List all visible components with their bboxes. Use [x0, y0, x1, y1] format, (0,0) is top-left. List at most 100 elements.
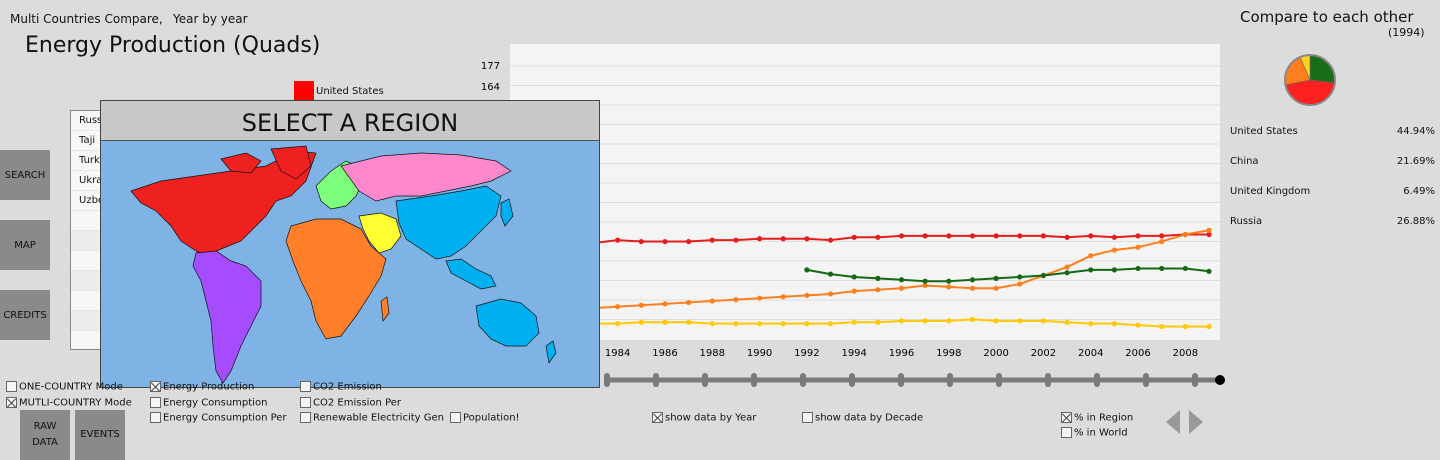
x-tick-label: 2002: [1031, 348, 1056, 359]
share-row-3: Russia 26.88%: [1230, 216, 1435, 227]
energy-production-checkbox[interactable]: [150, 381, 161, 392]
data-point: [756, 236, 763, 242]
data-point: [1111, 321, 1117, 327]
timeline-tick: [751, 373, 757, 387]
list-item[interactable]: Uzbe: [71, 191, 109, 211]
region-asia[interactable]: [395, 185, 502, 260]
data-point: [898, 233, 905, 239]
co2-emission-checkbox[interactable]: [300, 381, 311, 392]
data-point: [1206, 268, 1212, 274]
legend-swatch-united-states: [294, 81, 314, 101]
show-by-decade-checkbox[interactable]: [802, 412, 813, 423]
data-point: [851, 288, 857, 294]
region-middle-east[interactable]: [358, 212, 402, 254]
region-new-zealand[interactable]: [545, 340, 557, 364]
show-by-year-checkbox[interactable]: [652, 412, 663, 423]
population-checkbox[interactable]: [450, 412, 461, 423]
region-southeast-asia[interactable]: [445, 258, 497, 290]
list-item[interactable]: Ukra: [71, 171, 109, 191]
data-point: [709, 321, 715, 327]
data-point: [851, 274, 857, 280]
x-tick-label: 1986: [652, 348, 677, 359]
data-point: [686, 299, 692, 306]
data-point: [1088, 233, 1094, 239]
data-point: [993, 233, 999, 239]
metric-co2-emission[interactable]: CO2 Emission: [300, 381, 382, 393]
renewable-checkbox[interactable]: [300, 412, 311, 423]
metric-population[interactable]: Population!: [450, 412, 520, 424]
metric-renewable[interactable]: Renewable Electricity Gen: [300, 412, 444, 424]
world-map[interactable]: [101, 141, 599, 387]
data-point: [1206, 227, 1212, 233]
data-point: [804, 236, 810, 242]
data-point: [1159, 233, 1165, 239]
region-select-modal[interactable]: SELECT A REGION: [100, 100, 600, 388]
pct-region-option[interactable]: % in Region: [1061, 412, 1133, 424]
multi-country-mode-option[interactable]: MUTLI-COUNTRY Mode: [6, 397, 132, 409]
data-point: [1182, 265, 1188, 272]
pct-world-option[interactable]: % in World: [1061, 427, 1128, 439]
metric-energy-consumption[interactable]: Energy Consumption: [150, 397, 267, 409]
show-by-year-option[interactable]: show data by Year: [652, 412, 756, 424]
region-greenland[interactable]: [270, 145, 312, 180]
energy-consumption-checkbox[interactable]: [150, 397, 161, 408]
data-point: [827, 271, 834, 277]
credits-button[interactable]: CREDITS: [0, 290, 50, 340]
data-point: [1017, 281, 1023, 287]
metric-co2-emission-per[interactable]: CO2 Emission Per: [300, 397, 401, 409]
data-point: [638, 238, 644, 245]
data-point: [875, 234, 881, 240]
co2-emission-per-checkbox[interactable]: [300, 397, 311, 408]
search-button[interactable]: SEARCH: [0, 150, 50, 200]
data-point: [851, 234, 857, 240]
region-japan[interactable]: [500, 198, 514, 227]
list-item[interactable]: Russ: [71, 111, 109, 131]
compare-title: Compare to each other: [1240, 8, 1414, 26]
one-country-mode-option[interactable]: ONE-COUNTRY Mode: [6, 381, 123, 393]
data-point: [1088, 267, 1094, 273]
events-button[interactable]: EVENTS: [75, 410, 125, 460]
share-row-1: China 21.69%: [1230, 156, 1435, 167]
x-tick-label: 2008: [1173, 348, 1198, 359]
data-point: [969, 316, 976, 323]
pct-region-checkbox[interactable]: [1061, 412, 1072, 423]
timeline-tick: [653, 373, 659, 387]
region-north-america-islands[interactable]: [220, 152, 262, 174]
share-row-0: United States 44.94%: [1230, 126, 1435, 137]
region-oceania[interactable]: [475, 298, 540, 347]
data-point: [969, 233, 976, 239]
region-russia[interactable]: [340, 152, 512, 202]
previous-arrow-icon[interactable]: [1166, 410, 1180, 434]
region-madagascar[interactable]: [380, 296, 390, 322]
one-country-checkbox[interactable]: [6, 381, 17, 392]
x-tick-label: 1992: [794, 348, 819, 359]
data-point: [780, 236, 786, 242]
energy-consumption-per-checkbox[interactable]: [150, 412, 161, 423]
x-tick-label: 2000: [983, 348, 1008, 359]
metric-energy-production[interactable]: Energy Production: [150, 381, 254, 393]
map-button[interactable]: MAP: [0, 220, 50, 270]
list-item[interactable]: Taji: [71, 131, 109, 151]
timeline-tick: [947, 373, 953, 387]
raw-data-button[interactable]: RAW DATA: [20, 410, 70, 460]
data-point: [1135, 244, 1141, 250]
data-point: [1159, 265, 1165, 272]
metric-energy-consumption-per[interactable]: Energy Consumption Per: [150, 412, 287, 424]
share-row-2: United Kingdom 6.49%: [1230, 186, 1435, 197]
data-point: [1111, 234, 1117, 240]
data-point: [804, 321, 810, 327]
region-south-america[interactable]: [192, 250, 262, 384]
list-item: [71, 271, 109, 291]
list-item[interactable]: Turk: [71, 151, 109, 171]
data-point: [898, 318, 905, 324]
next-arrow-icon[interactable]: [1189, 410, 1203, 434]
show-by-decade-option[interactable]: show data by Decade: [802, 412, 923, 424]
data-point: [780, 321, 786, 327]
data-point: [993, 318, 999, 324]
list-item: [71, 291, 109, 311]
region-africa[interactable]: [285, 218, 387, 340]
pct-world-checkbox[interactable]: [1061, 427, 1072, 438]
data-point: [733, 297, 739, 303]
data-point: [969, 285, 976, 291]
multi-country-checkbox[interactable]: [6, 397, 17, 408]
